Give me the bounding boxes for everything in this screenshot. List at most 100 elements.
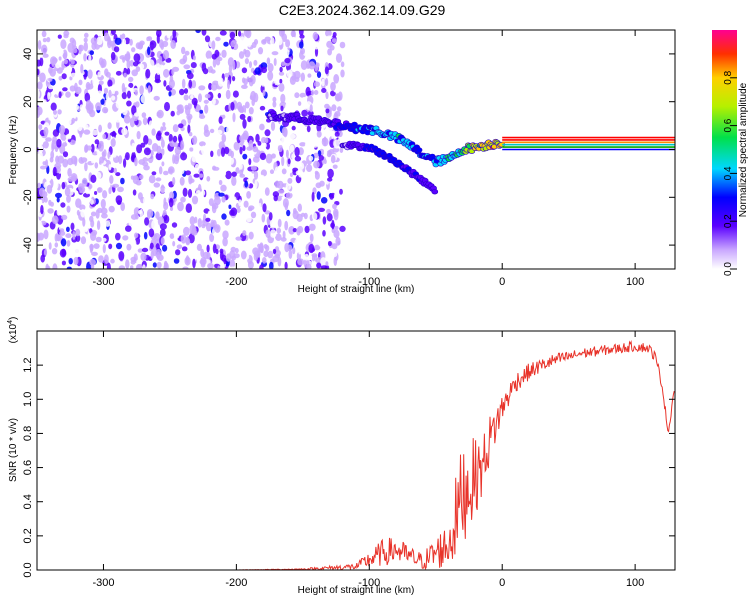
- spectrum-noise-point: [232, 76, 236, 82]
- spectrum-noise-point: [242, 153, 248, 160]
- spectrum-noise-point: [55, 192, 62, 198]
- spectrum-noise-point: [90, 199, 94, 205]
- spectrum-noise-point: [39, 72, 46, 83]
- spectrum-noise-point: [173, 229, 180, 239]
- spectrum-noise-point: [296, 213, 303, 222]
- spectrum-noise-point: [299, 41, 304, 49]
- spectrum-noise-point: [44, 196, 48, 203]
- spectrum-noise-point: [325, 261, 329, 267]
- spectrum-noise-point: [255, 133, 260, 143]
- spectrum-noise-point: [37, 142, 40, 147]
- spectrum-noise-point: [181, 66, 185, 76]
- spectrum-noise-point: [276, 140, 283, 146]
- spectrum-noise-point: [61, 260, 66, 266]
- spectrum-noise-point: [187, 124, 191, 134]
- spectrum-noise-point: [292, 247, 296, 255]
- spectrum-noise-point: [166, 32, 170, 39]
- spectrum-noise-point: [231, 196, 237, 205]
- spectrum-noise-point: [203, 124, 209, 133]
- spectrum-noise-point: [42, 99, 47, 107]
- spectrum-noise-point: [175, 249, 181, 256]
- spectrum-noise-point: [126, 243, 132, 251]
- spectrum-noise-point: [104, 68, 109, 77]
- spectrum-noise-point: [37, 199, 43, 205]
- spectrum-noise-point: [126, 59, 131, 70]
- spectrum-noise-point: [65, 114, 69, 122]
- spectrum-noise-point: [294, 92, 300, 99]
- spectrum-noise-point: [261, 77, 266, 87]
- spectrum-noise-point: [259, 264, 264, 269]
- spectrum-noise-point: [146, 36, 150, 42]
- spectrum-noise-point: [46, 37, 51, 43]
- spectrum-noise-point: [57, 155, 64, 164]
- spectrum-noise-point: [275, 233, 282, 241]
- spectrum-noise-point: [192, 135, 198, 145]
- spectrum-noise-point: [135, 101, 140, 108]
- spectrum-noise-point: [185, 222, 190, 227]
- spectrum-noise-point: [243, 30, 250, 37]
- spectrum-noise-point: [211, 53, 217, 60]
- spectrum-noise-point: [37, 160, 41, 169]
- spectrum-noise-point: [153, 182, 161, 188]
- spectrum-noise-point: [148, 175, 156, 184]
- spectrum-noise-point: [188, 174, 193, 185]
- spectrum-noise-point: [148, 228, 155, 238]
- spectrum-noise-point: [88, 54, 92, 63]
- spectrum-noise-point: [268, 212, 273, 221]
- spectrum-noise-point: [178, 94, 183, 103]
- spectrum-noise-point: [279, 66, 283, 73]
- spectrum-noise-point: [229, 259, 236, 269]
- spectrum-noise-point: [254, 179, 258, 189]
- spectrum-noise-point: [241, 84, 248, 90]
- spectrum-noise-point: [83, 129, 91, 135]
- snr-y-axis-label: SNR (10 * v/v): [8, 418, 19, 482]
- spectrum-noise-point: [37, 151, 43, 160]
- spectrum-noise-point: [96, 220, 101, 231]
- spectrum-noise-point: [119, 64, 124, 73]
- spectrum-noise-point: [47, 208, 54, 214]
- snr-frame: [36, 330, 676, 571]
- spectrum-noise-point: [105, 170, 109, 179]
- spectrum-noise-point: [98, 255, 104, 263]
- spectrum-noise-point: [168, 133, 173, 143]
- spectrum-noise-point: [96, 187, 103, 193]
- spectrum-noise-point: [214, 224, 221, 233]
- spectrum-noise-point: [151, 128, 156, 136]
- spectrum-noise-point: [200, 248, 205, 258]
- spectrum-noise-point: [147, 59, 155, 69]
- spectrogram-y-axis-label: Frequency (Hz): [8, 116, 19, 185]
- spectrum-noise-point: [195, 104, 201, 113]
- spectrum-noise-point: [114, 114, 122, 123]
- spectrum-noise-point: [135, 66, 141, 72]
- y-tick-label: 20: [22, 96, 34, 108]
- spectrum-noise-point: [56, 208, 61, 216]
- spectrum-noise-point: [225, 170, 232, 180]
- spectrum-noise-point: [94, 162, 99, 169]
- spectrum-noise-point: [38, 187, 46, 197]
- spectrum-noise-point: [260, 246, 264, 254]
- spectrum-noise-point: [95, 236, 102, 243]
- spectrum-noise-point: [211, 107, 217, 117]
- spectrum-noise-point: [65, 133, 72, 140]
- spectrum-noise-point: [199, 141, 206, 147]
- spectrum-noise-point: [163, 68, 170, 78]
- spectrum-noise-point: [154, 72, 161, 83]
- spectrum-noise-point: [88, 184, 93, 189]
- spectrum-noise-point: [191, 195, 199, 205]
- spectrum-noise-point: [210, 150, 214, 157]
- spectrum-noise-point: [71, 209, 75, 214]
- spectrum-noise-point: [314, 244, 321, 251]
- spectrum-noise-point: [212, 58, 217, 68]
- spectrum-noise-point: [228, 204, 232, 210]
- spectrum-noise-point: [70, 155, 78, 165]
- spectrum-noise-point: [209, 233, 215, 243]
- spectrum-noise-point: [142, 117, 148, 126]
- spectrum-noise-point: [74, 104, 79, 110]
- spectrum-noise-point: [279, 78, 283, 84]
- spectrum-noise-point: [107, 38, 112, 49]
- spectrum-noise-point: [219, 30, 227, 36]
- spectrum-noise-point: [327, 168, 334, 179]
- y-tick-label: 40: [22, 48, 34, 60]
- spectrum-noise-point: [96, 149, 101, 156]
- spectrum-noise-point: [221, 213, 227, 220]
